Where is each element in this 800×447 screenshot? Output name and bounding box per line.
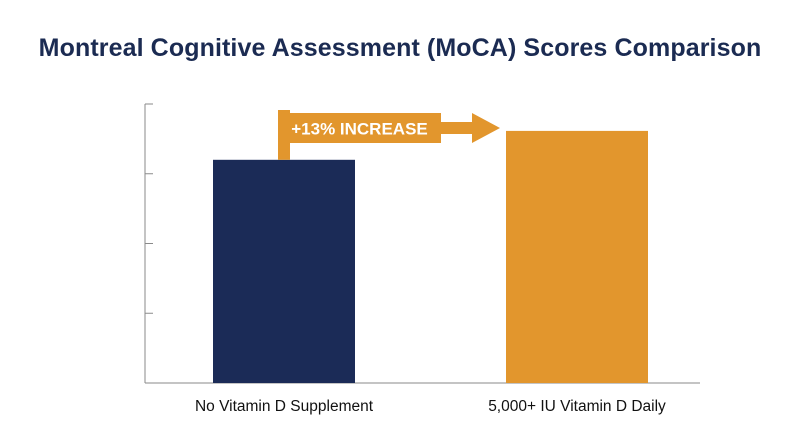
category-label-1: 5,000+ IU Vitamin D Daily <box>488 398 666 415</box>
bars <box>213 130 648 383</box>
arrow-head <box>472 113 500 143</box>
chart-title: Montreal Cognitive Assessment (MoCA) Sco… <box>38 34 762 62</box>
annotation-label: +13% INCREASE <box>291 120 428 139</box>
increase-annotation: +13% INCREASE <box>278 110 500 160</box>
annotation-label-box <box>278 113 441 143</box>
bar-vitamin-d-daily <box>506 130 648 383</box>
bar-no-vitamin-d <box>213 159 355 383</box>
category-label-0: No Vitamin D Supplement <box>195 398 374 415</box>
category-labels: No Vitamin D Supplement 5,000+ IU Vitamin… <box>195 398 666 415</box>
